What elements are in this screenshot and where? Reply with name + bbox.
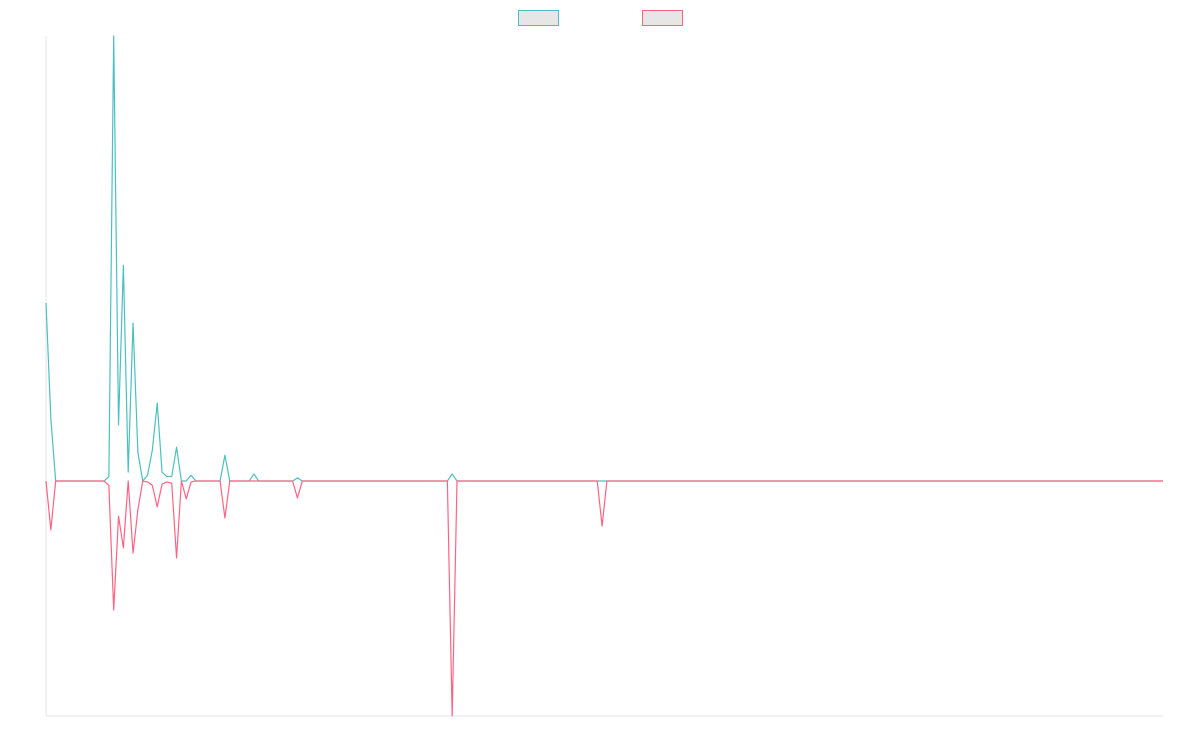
legend-swatch [518, 10, 559, 26]
series-line [45, 35, 1163, 482]
series-line [45, 480, 1163, 717]
legend-swatch [642, 10, 683, 26]
